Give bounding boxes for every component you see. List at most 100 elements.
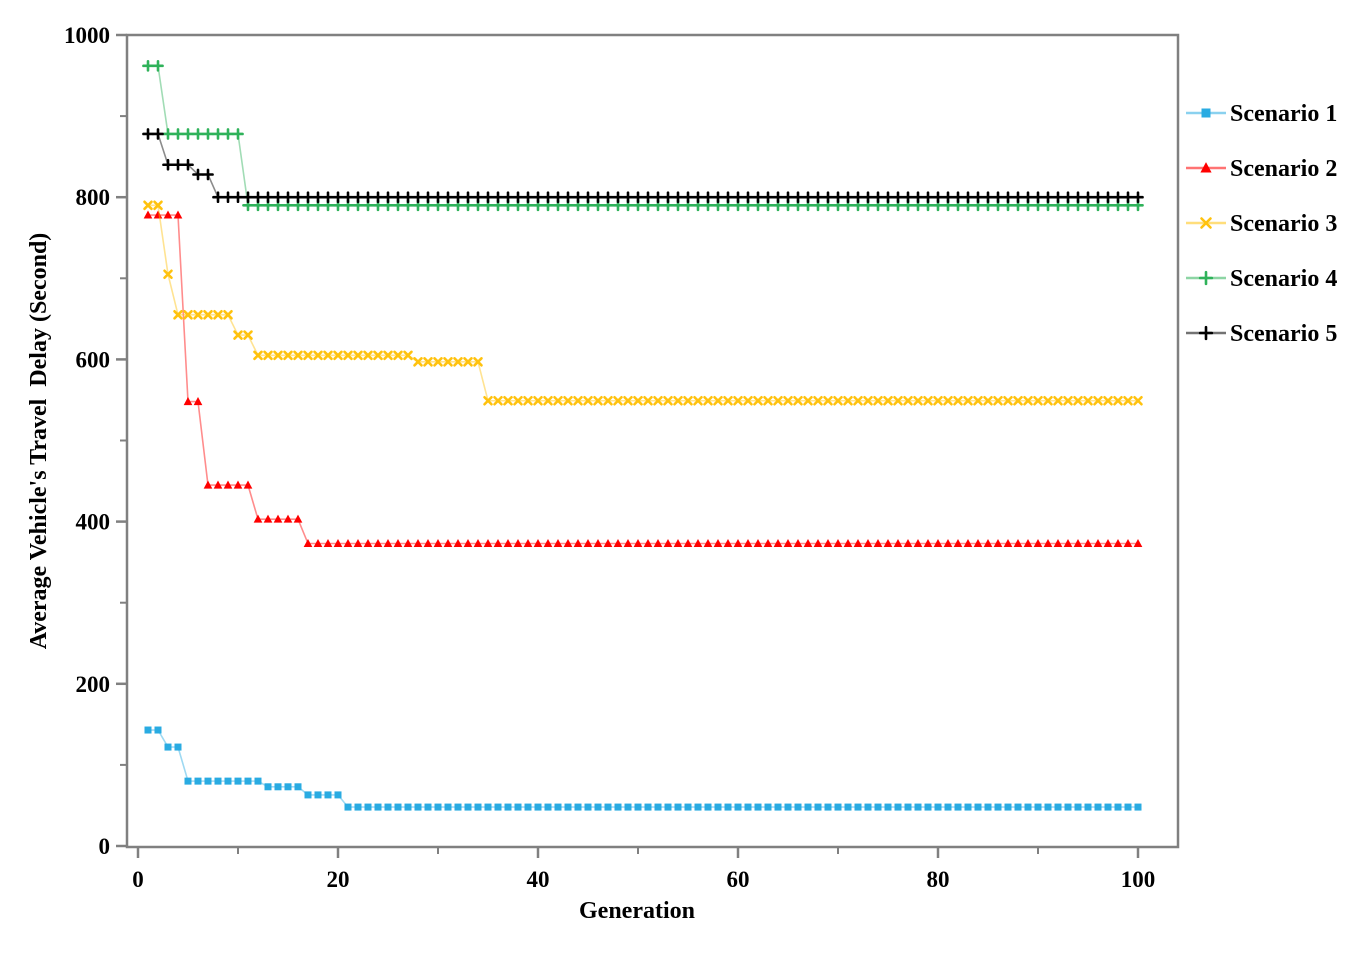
y-tick-label: 1000	[64, 23, 110, 48]
data-point-marker	[792, 191, 804, 204]
data-point-marker	[332, 191, 344, 204]
data-point-marker	[773, 538, 783, 547]
data-point-marker	[532, 191, 544, 204]
data-point-marker	[1134, 803, 1142, 811]
data-point-marker	[963, 538, 973, 547]
data-point-marker	[784, 803, 792, 811]
data-point-marker	[183, 397, 193, 406]
data-point-marker	[503, 395, 513, 406]
data-point-marker	[723, 538, 733, 547]
data-point-marker	[433, 357, 443, 367]
data-point-marker	[224, 777, 232, 785]
data-point-marker	[583, 538, 593, 547]
data-point-marker	[812, 191, 824, 204]
data-point-marker	[733, 538, 743, 547]
data-point-marker	[693, 538, 703, 547]
data-point-marker	[914, 803, 922, 811]
data-point-marker	[934, 803, 942, 811]
data-point-marker	[1133, 538, 1143, 547]
data-point-marker	[203, 480, 213, 489]
data-point-marker	[522, 191, 534, 204]
data-point-marker	[1044, 803, 1052, 811]
data-point-marker	[262, 191, 274, 204]
data-point-marker	[1082, 191, 1094, 204]
data-point-marker	[163, 210, 173, 219]
data-point-marker	[403, 538, 413, 547]
data-point-marker	[1014, 803, 1022, 811]
data-point-marker	[1083, 395, 1093, 406]
data-point-marker	[963, 395, 973, 406]
data-point-marker	[653, 395, 663, 406]
data-point-marker	[972, 191, 984, 204]
x-tick-label: 100	[1121, 867, 1156, 892]
data-point-marker	[724, 803, 732, 811]
data-point-marker	[203, 309, 213, 320]
data-point-marker	[1198, 270, 1214, 286]
x-axis-title: Generation	[579, 898, 695, 924]
data-point-marker	[273, 350, 283, 361]
legend-item: Scenario 5	[1186, 321, 1337, 347]
data-point-marker	[383, 538, 393, 547]
data-point-marker	[383, 350, 393, 361]
data-point-marker	[1072, 191, 1084, 204]
data-point-marker	[702, 191, 714, 204]
data-point-marker	[932, 191, 944, 204]
data-point-marker	[734, 803, 742, 811]
data-point-marker	[303, 350, 313, 361]
series-line	[148, 204, 1138, 402]
data-point-marker	[563, 395, 573, 406]
legend-item: Scenario 2	[1186, 156, 1337, 182]
data-point-marker	[862, 191, 874, 204]
data-point-marker	[994, 803, 1002, 811]
data-point-marker	[222, 191, 234, 204]
x-tick-label: 20	[327, 867, 350, 892]
series-scenario-2	[143, 210, 1143, 547]
data-point-marker	[992, 191, 1004, 204]
data-point-marker	[863, 538, 873, 547]
series-scenario-1	[144, 726, 1142, 811]
data-point-marker	[333, 350, 343, 361]
data-point-marker	[364, 803, 372, 811]
data-point-marker	[683, 538, 693, 547]
data-point-marker	[883, 395, 893, 406]
data-point-marker	[274, 783, 282, 791]
data-point-marker	[833, 538, 843, 547]
data-point-marker	[1042, 191, 1054, 204]
data-point-marker	[993, 538, 1003, 547]
data-point-marker	[864, 803, 872, 811]
data-point-marker	[454, 803, 462, 811]
data-point-marker	[482, 191, 494, 204]
data-point-marker	[633, 395, 643, 406]
data-point-marker	[392, 191, 404, 204]
data-point-marker	[233, 330, 243, 340]
data-point-marker	[1004, 803, 1012, 811]
data-point-marker	[603, 395, 613, 406]
data-point-marker	[233, 480, 243, 489]
data-point-marker	[243, 480, 253, 489]
data-point-marker	[484, 803, 492, 811]
series-line	[148, 133, 1138, 198]
data-point-marker	[162, 158, 174, 171]
data-point-marker	[622, 191, 634, 204]
data-point-marker	[794, 803, 802, 811]
data-point-marker	[924, 803, 932, 811]
data-point-marker	[483, 538, 493, 547]
data-point-marker	[682, 191, 694, 204]
data-point-marker	[753, 395, 763, 406]
data-point-marker	[144, 726, 152, 734]
data-point-marker	[783, 395, 793, 406]
data-point-marker	[573, 395, 583, 406]
data-point-marker	[754, 803, 762, 811]
data-point-marker	[1102, 191, 1114, 204]
data-point-marker	[244, 777, 252, 785]
data-point-marker	[463, 538, 473, 547]
data-point-marker	[923, 395, 933, 406]
data-point-marker	[193, 397, 203, 406]
data-point-marker	[1023, 538, 1033, 547]
data-point-marker	[343, 538, 353, 547]
data-point-marker	[1003, 538, 1013, 547]
data-point-marker	[673, 538, 683, 547]
data-point-marker	[703, 395, 713, 406]
series-line	[148, 65, 1138, 207]
data-point-marker	[1113, 538, 1123, 547]
